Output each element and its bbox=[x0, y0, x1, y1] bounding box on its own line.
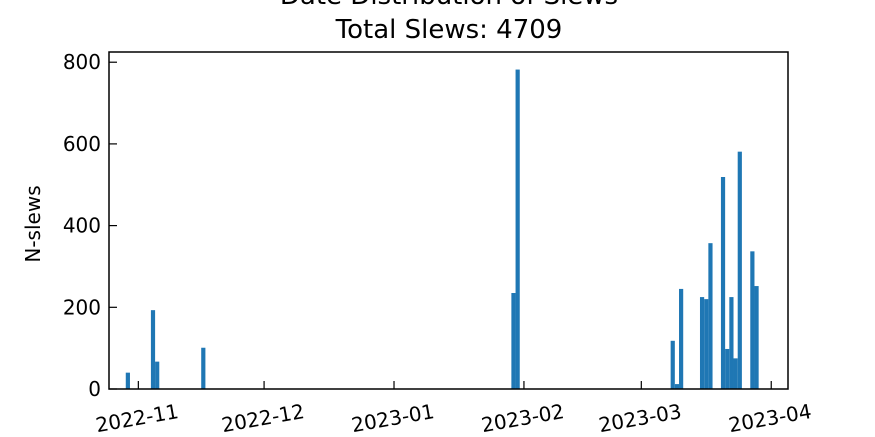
bar-2022-11-05 bbox=[155, 361, 160, 389]
y-axis-label: N-slews bbox=[21, 185, 45, 262]
bar-2023-03-15 bbox=[699, 297, 705, 389]
bar-2023-03-17 bbox=[708, 243, 713, 389]
y-tick-label-800: 800 bbox=[63, 50, 101, 74]
y-tick-label-0: 0 bbox=[88, 377, 101, 401]
bar-2023-03-24 bbox=[737, 151, 742, 389]
bar-2022-11-04 bbox=[150, 310, 156, 389]
x-tick-label-2022-12: 2022-12 bbox=[220, 399, 306, 437]
bar-2023-03-28 bbox=[754, 286, 759, 389]
y-tick-label-200: 200 bbox=[63, 295, 101, 319]
plot-frame bbox=[108, 51, 789, 390]
bar-2023-03-16 bbox=[704, 299, 709, 389]
bar-2023-01-30 bbox=[515, 69, 520, 389]
bar-2023-03-23 bbox=[733, 358, 738, 389]
bar-2023-03-08 bbox=[670, 340, 675, 389]
bar-2023-03-21 bbox=[725, 348, 730, 389]
bar-2023-01-29 bbox=[511, 293, 516, 389]
bar-2023-03-22 bbox=[729, 297, 734, 389]
x-tick-label-2023-03: 2023-03 bbox=[597, 399, 683, 437]
chart-subtitle: Total Slews: 4709 bbox=[335, 15, 563, 45]
bar-2023-03-09 bbox=[674, 384, 680, 389]
x-tick-label-2022-11: 2022-11 bbox=[94, 399, 180, 437]
bar-2023-03-10 bbox=[679, 288, 684, 389]
y-axis-ticks: 0 200 400 600 800 bbox=[63, 50, 117, 401]
bar-2022-10-29 bbox=[125, 372, 130, 389]
x-tick-label-2023-04: 2023-04 bbox=[727, 399, 813, 437]
bar-2023-03-27 bbox=[750, 251, 755, 389]
x-tick-label-2023-01: 2023-01 bbox=[350, 399, 436, 437]
bars-group bbox=[125, 69, 759, 389]
x-tick-label-2023-02: 2023-02 bbox=[479, 399, 565, 437]
bar-2023-03-20 bbox=[720, 177, 726, 389]
bar-2022-11-16 bbox=[201, 347, 206, 389]
y-tick-label-600: 600 bbox=[63, 132, 101, 156]
y-tick-label-400: 400 bbox=[63, 214, 101, 238]
chart-title: Date Distribution of Slews bbox=[280, 0, 618, 11]
